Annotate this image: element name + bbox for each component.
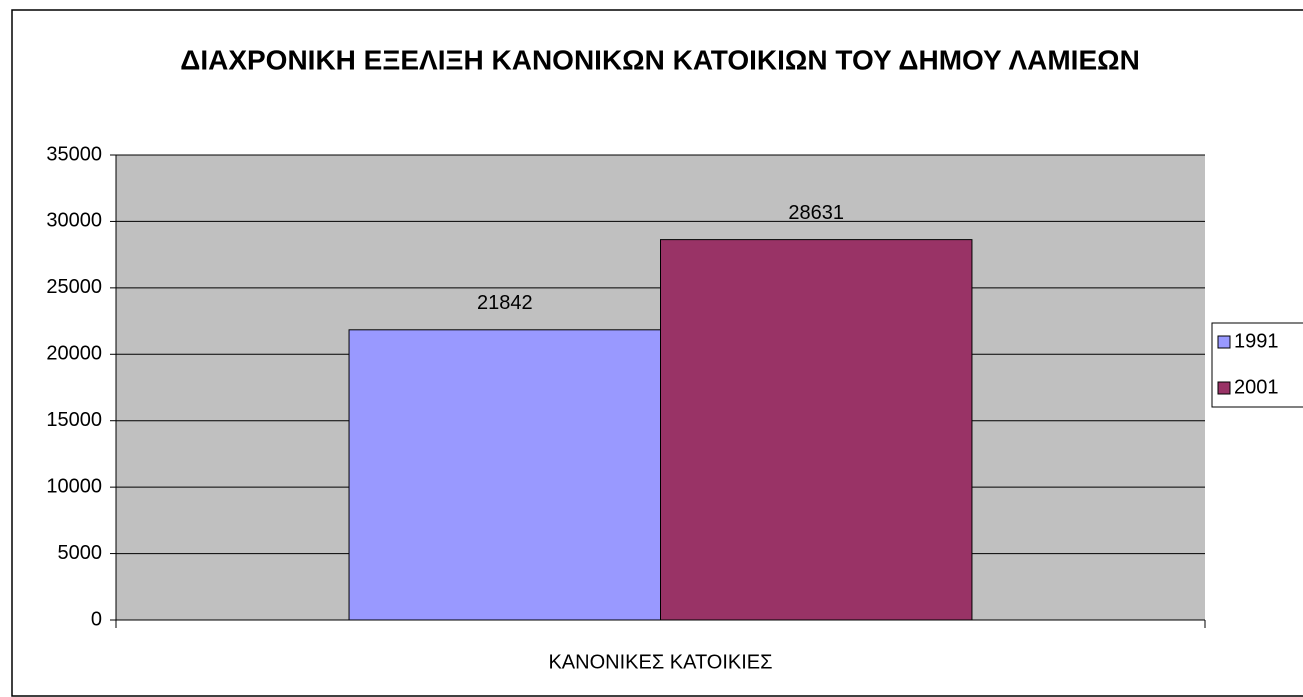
y-tick-label: 30000: [46, 210, 102, 232]
data-label: 28631: [788, 202, 844, 224]
data-label: 21842: [477, 292, 533, 314]
y-tick-label: 15000: [46, 409, 102, 431]
y-tick-label: 35000: [46, 143, 102, 165]
legend-label: 1991: [1234, 330, 1279, 352]
legend-swatch: [1217, 381, 1231, 395]
y-tick-label: 10000: [46, 475, 102, 497]
legend-swatch: [1217, 335, 1231, 349]
y-tick-label: 20000: [46, 343, 102, 365]
bar: [660, 239, 973, 621]
y-tick-label: 0: [91, 608, 102, 630]
y-tick-label: 5000: [58, 542, 103, 564]
bar: [348, 329, 661, 621]
y-tick-label: 25000: [46, 276, 102, 298]
x-tick-label: ΚΑΝΟΝΙΚΕΣ ΚΑΤΟΙΚΙΕΣ: [548, 651, 772, 673]
chart-title: ΔΙΑΧΡΟΝΙΚΗ ΕΞΕΛΙΞΗ ΚΑΝΟΝΙΚΩΝ ΚΑΤΟΙΚΙΩΝ Τ…: [180, 44, 1140, 75]
legend-label: 2001: [1234, 376, 1279, 398]
